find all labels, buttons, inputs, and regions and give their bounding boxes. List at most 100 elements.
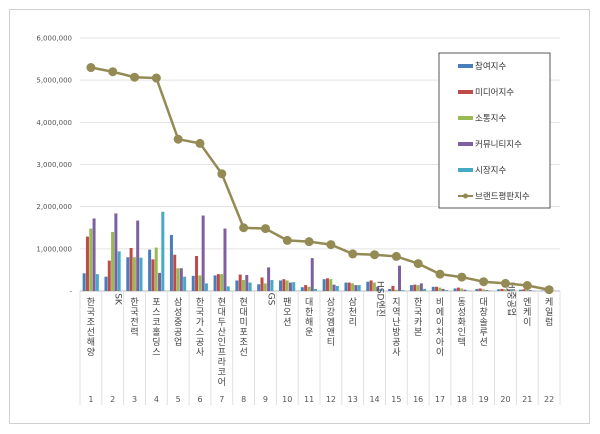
bar-커뮤니티지수 xyxy=(158,272,162,291)
bar-미디어지수 xyxy=(216,274,220,291)
bar-참여지수 xyxy=(279,280,283,291)
rank-label: 17 xyxy=(435,395,445,404)
bar-커뮤니티지수 xyxy=(507,290,511,291)
bar-참여지수 xyxy=(453,288,457,291)
brand-index-point xyxy=(500,278,510,288)
bar-참여지수 xyxy=(431,286,435,291)
bar-소통지수 xyxy=(132,257,136,291)
bar-커뮤니티지수 xyxy=(332,284,336,291)
bar-커뮤니티지수 xyxy=(376,286,380,291)
bar-소통지수 xyxy=(372,282,376,291)
bar-소통지수 xyxy=(307,286,311,291)
brand-index-point xyxy=(479,277,489,287)
rank-label: 13 xyxy=(348,395,358,404)
category-label: HJ중공업 xyxy=(505,282,516,316)
bar-소통지수 xyxy=(111,231,115,291)
bar-커뮤니티지수 xyxy=(245,274,249,291)
rank-label: 15 xyxy=(391,395,401,404)
bar-소통지수 xyxy=(481,289,485,291)
rank-label: 22 xyxy=(544,395,554,404)
bar-시장지수 xyxy=(401,290,405,291)
brand-index-point xyxy=(435,269,445,279)
bar-커뮤니티지수 xyxy=(310,258,314,291)
bar-소통지수 xyxy=(438,287,442,291)
bar-소통지수 xyxy=(525,289,529,291)
legend-label: 커뮤니티지수 xyxy=(475,139,522,150)
brand-index-point xyxy=(282,235,292,245)
bar-참여지수 xyxy=(126,257,130,291)
legend-swatch xyxy=(458,64,473,68)
bar-시장지수 xyxy=(379,288,383,291)
bar-시장지수 xyxy=(117,251,121,291)
rank-label: 11 xyxy=(304,395,314,404)
bar-참여지수 xyxy=(148,249,152,291)
bar-소통지수 xyxy=(394,289,398,291)
bar-시장지수 xyxy=(444,290,448,291)
rank-label: 14 xyxy=(369,395,379,404)
bar-소통지수 xyxy=(198,275,202,291)
bar-참여지수 xyxy=(409,285,413,291)
bar-소통지수 xyxy=(241,280,245,291)
bar-참여지수 xyxy=(300,287,304,291)
bar-소통지수 xyxy=(460,288,464,291)
legend-marker xyxy=(463,193,468,199)
legend-label: 소통지수 xyxy=(475,114,506,124)
bar-소통지수 xyxy=(220,274,224,291)
bar-소통지수 xyxy=(329,279,333,291)
chart-frame xyxy=(9,9,590,424)
brand-index-point xyxy=(544,285,554,295)
rank-label: 9 xyxy=(263,395,268,404)
bar-미디어지수 xyxy=(456,287,460,291)
bar-커뮤니티지수 xyxy=(179,268,183,291)
bar-커뮤니티지수 xyxy=(398,265,402,291)
brand-index-line xyxy=(90,66,550,291)
bar-미디어지수 xyxy=(391,285,395,291)
legend-swatch xyxy=(458,168,473,172)
legend-label: 참여지수 xyxy=(475,61,506,72)
rank-label: 20 xyxy=(500,395,510,404)
bar-미디어지수 xyxy=(173,254,177,291)
bar-참여지수 xyxy=(344,282,348,291)
y-tick-label: 4,000,000 xyxy=(36,119,72,127)
brand-index-point xyxy=(413,259,423,269)
bar-시장지수 xyxy=(357,285,361,291)
bar-커뮤니티지수 xyxy=(354,285,358,291)
bar-참여지수 xyxy=(213,275,217,291)
legend-swatch xyxy=(458,142,473,146)
rank-label: 16 xyxy=(413,395,423,404)
bar-커뮤니티지수 xyxy=(528,290,532,291)
bar-시장지수 xyxy=(204,283,208,291)
brand-index-point xyxy=(304,237,314,247)
rank-label: 18 xyxy=(457,395,467,404)
legend-label: 브랜드평판지수 xyxy=(475,191,530,202)
rank-label: 12 xyxy=(326,395,336,404)
brand-index-point xyxy=(173,134,183,144)
rank-label: 1 xyxy=(88,395,93,404)
bar-미디어지수 xyxy=(282,279,286,291)
bar-소통지수 xyxy=(263,283,267,291)
bar-미디어지수 xyxy=(85,236,89,291)
y-tick-label: 6,000,000 xyxy=(36,35,72,43)
bar-소통지수 xyxy=(154,247,158,291)
rank-label: 5 xyxy=(176,395,181,404)
bar-커뮤니티지수 xyxy=(485,290,489,291)
bar-커뮤니티지수 xyxy=(136,220,140,291)
bar-참여지수 xyxy=(235,280,239,291)
rank-label: 21 xyxy=(522,395,532,404)
bar-참여지수 xyxy=(104,276,108,291)
rank-label: 10 xyxy=(282,395,292,404)
legend-swatch xyxy=(458,90,473,94)
bar-미디어지수 xyxy=(238,274,242,291)
